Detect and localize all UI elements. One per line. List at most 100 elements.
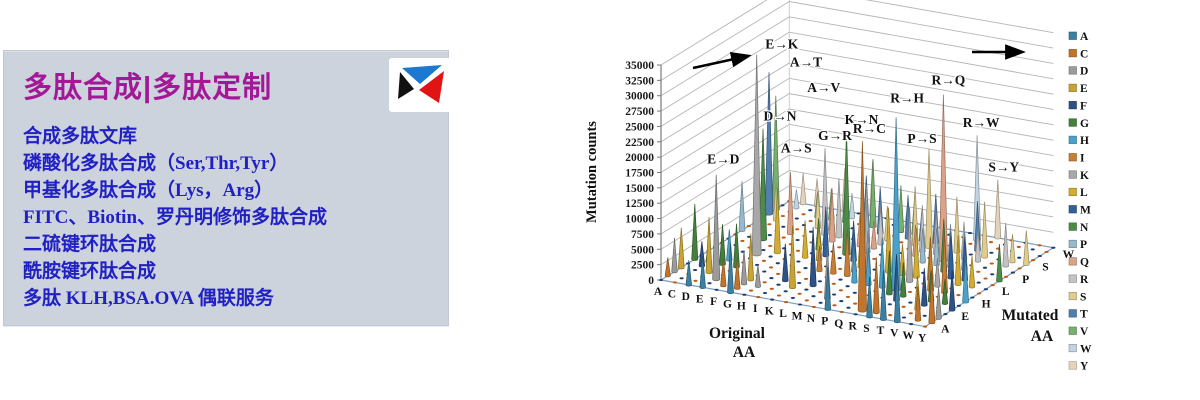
- legend-item: N: [1068, 222, 1089, 234]
- mutation-spike: [919, 228, 926, 264]
- mutation-spike: [893, 269, 901, 324]
- floor-dot: [762, 281, 767, 284]
- mutation-spike: [801, 220, 809, 259]
- floor-dot: [783, 290, 788, 293]
- mutation-spike: [941, 278, 949, 305]
- mutation-spike: [968, 255, 976, 289]
- legend-label: F: [1080, 100, 1087, 112]
- floor-dot: [831, 282, 836, 285]
- floor-dot: [808, 209, 813, 212]
- service-item: 多肽 KLH,BSA.OVA 偶联服务: [23, 288, 274, 309]
- floor-dot: [767, 234, 772, 237]
- floor-dot: [818, 301, 823, 304]
- legend-swatch: [1068, 135, 1077, 144]
- legend-swatch: [1068, 66, 1077, 75]
- legend-label: I: [1080, 153, 1085, 165]
- floor-dot: [976, 270, 981, 273]
- floor-dot: [762, 270, 767, 273]
- floor-dot: [1031, 259, 1036, 262]
- legend-item: G: [1068, 118, 1089, 130]
- floor-dot: [804, 288, 809, 291]
- floor-dot: [756, 296, 761, 299]
- mutation-spike: [994, 179, 1002, 240]
- logo-blue-triangle: [402, 65, 442, 84]
- floor-dot: [769, 287, 774, 290]
- x-axis-letter: A: [654, 286, 663, 298]
- mutation-spike: [953, 196, 961, 254]
- floor-dot: [988, 241, 994, 244]
- x-axis-letter: H: [737, 301, 746, 313]
- floor-dot: [1017, 267, 1022, 270]
- legend-item: H: [1068, 135, 1089, 147]
- floor-dot: [790, 296, 796, 299]
- y-axis-title: Mutation counts: [584, 121, 600, 223]
- legend-item: E: [1068, 83, 1088, 95]
- floor-dot: [845, 295, 851, 298]
- floor-dot: [1051, 246, 1056, 249]
- mutation-spike: [851, 248, 858, 284]
- legend-label: N: [1080, 222, 1089, 234]
- legend-label: G: [1080, 118, 1089, 130]
- legend-item: V: [1068, 326, 1089, 338]
- mutation-spike: [809, 227, 817, 288]
- mutation-spike: [1002, 222, 1009, 268]
- floor-dot: [797, 292, 802, 295]
- floor-dot: [990, 284, 995, 287]
- mutation-spike: [835, 178, 843, 239]
- mutation-annotation: R→C: [853, 121, 886, 136]
- x-axis-letter: L: [779, 308, 787, 320]
- legend-label: M: [1080, 205, 1091, 217]
- floor-dot: [817, 280, 823, 283]
- legend-item: I: [1068, 153, 1085, 165]
- y-tick-label: 5000: [631, 244, 654, 256]
- x-axis-letter: R: [848, 320, 857, 332]
- mutation-spike: [671, 237, 678, 274]
- floor-dot: [837, 257, 842, 260]
- mutation-spike: [928, 273, 936, 325]
- y-tick-label: 10000: [625, 214, 654, 226]
- x-axis-letter: M: [792, 311, 803, 323]
- x-axis-letter: I: [753, 303, 758, 315]
- legend-swatch: [1068, 31, 1077, 40]
- floor-dot: [762, 291, 768, 295]
- legend-label: L: [1080, 187, 1088, 199]
- service-item: 酰胺键环肽合成: [23, 261, 157, 282]
- promo-panel: 多肽合成|多肽定制 合成多肽文库 磷酸化多肽合成（Ser,Thr,Tyr） 甲基化多…: [3, 50, 451, 326]
- x-axis-letter: E: [696, 293, 704, 305]
- floor-dot: [740, 239, 745, 242]
- legend-swatch: [1068, 101, 1077, 110]
- floor-dot: [908, 312, 913, 315]
- x-axis-letter: N: [807, 313, 816, 325]
- floor-dot: [845, 285, 850, 288]
- services-list: 合成多肽文库 磷酸化多肽合成（Ser,Thr,Tyr） 甲基化多肽合成（Lys，Ar…: [23, 123, 433, 312]
- floor-dot: [1017, 256, 1022, 259]
- legend-label: R: [1080, 274, 1089, 286]
- floor-dot: [956, 294, 961, 297]
- floor-dot: [983, 277, 988, 280]
- y-tick-label: 32500: [625, 75, 654, 87]
- mutation-spike: [734, 257, 741, 290]
- floor-dot: [839, 310, 844, 313]
- floor-dot: [780, 214, 786, 218]
- legend-swatch: [1068, 187, 1077, 196]
- triangle-pinwheel-icon: [398, 65, 444, 103]
- floor-dot: [970, 296, 975, 299]
- legend-swatch: [1068, 274, 1077, 283]
- service-item: 甲基化多肽合成（Lys，Arg）: [23, 180, 274, 201]
- floor-dot: [679, 277, 684, 280]
- legend-label: C: [1080, 48, 1088, 60]
- mutation-spike: [685, 260, 692, 287]
- wall-gridline: [660, 0, 1054, 66]
- mutation-annotation: A→S: [781, 141, 812, 156]
- x-axis-title-line2: AA: [733, 344, 756, 361]
- mutation-annotation: R→Q: [932, 73, 966, 88]
- floor-dot: [983, 288, 989, 291]
- mutation-spike: [751, 54, 762, 257]
- mutation-spike: [974, 230, 982, 263]
- logo-red-triangle: [419, 71, 444, 103]
- x-axis-letter: Q: [834, 318, 843, 330]
- legend-label: K: [1080, 170, 1089, 182]
- floor-dot: [794, 217, 799, 220]
- mutation-spike: [921, 268, 928, 307]
